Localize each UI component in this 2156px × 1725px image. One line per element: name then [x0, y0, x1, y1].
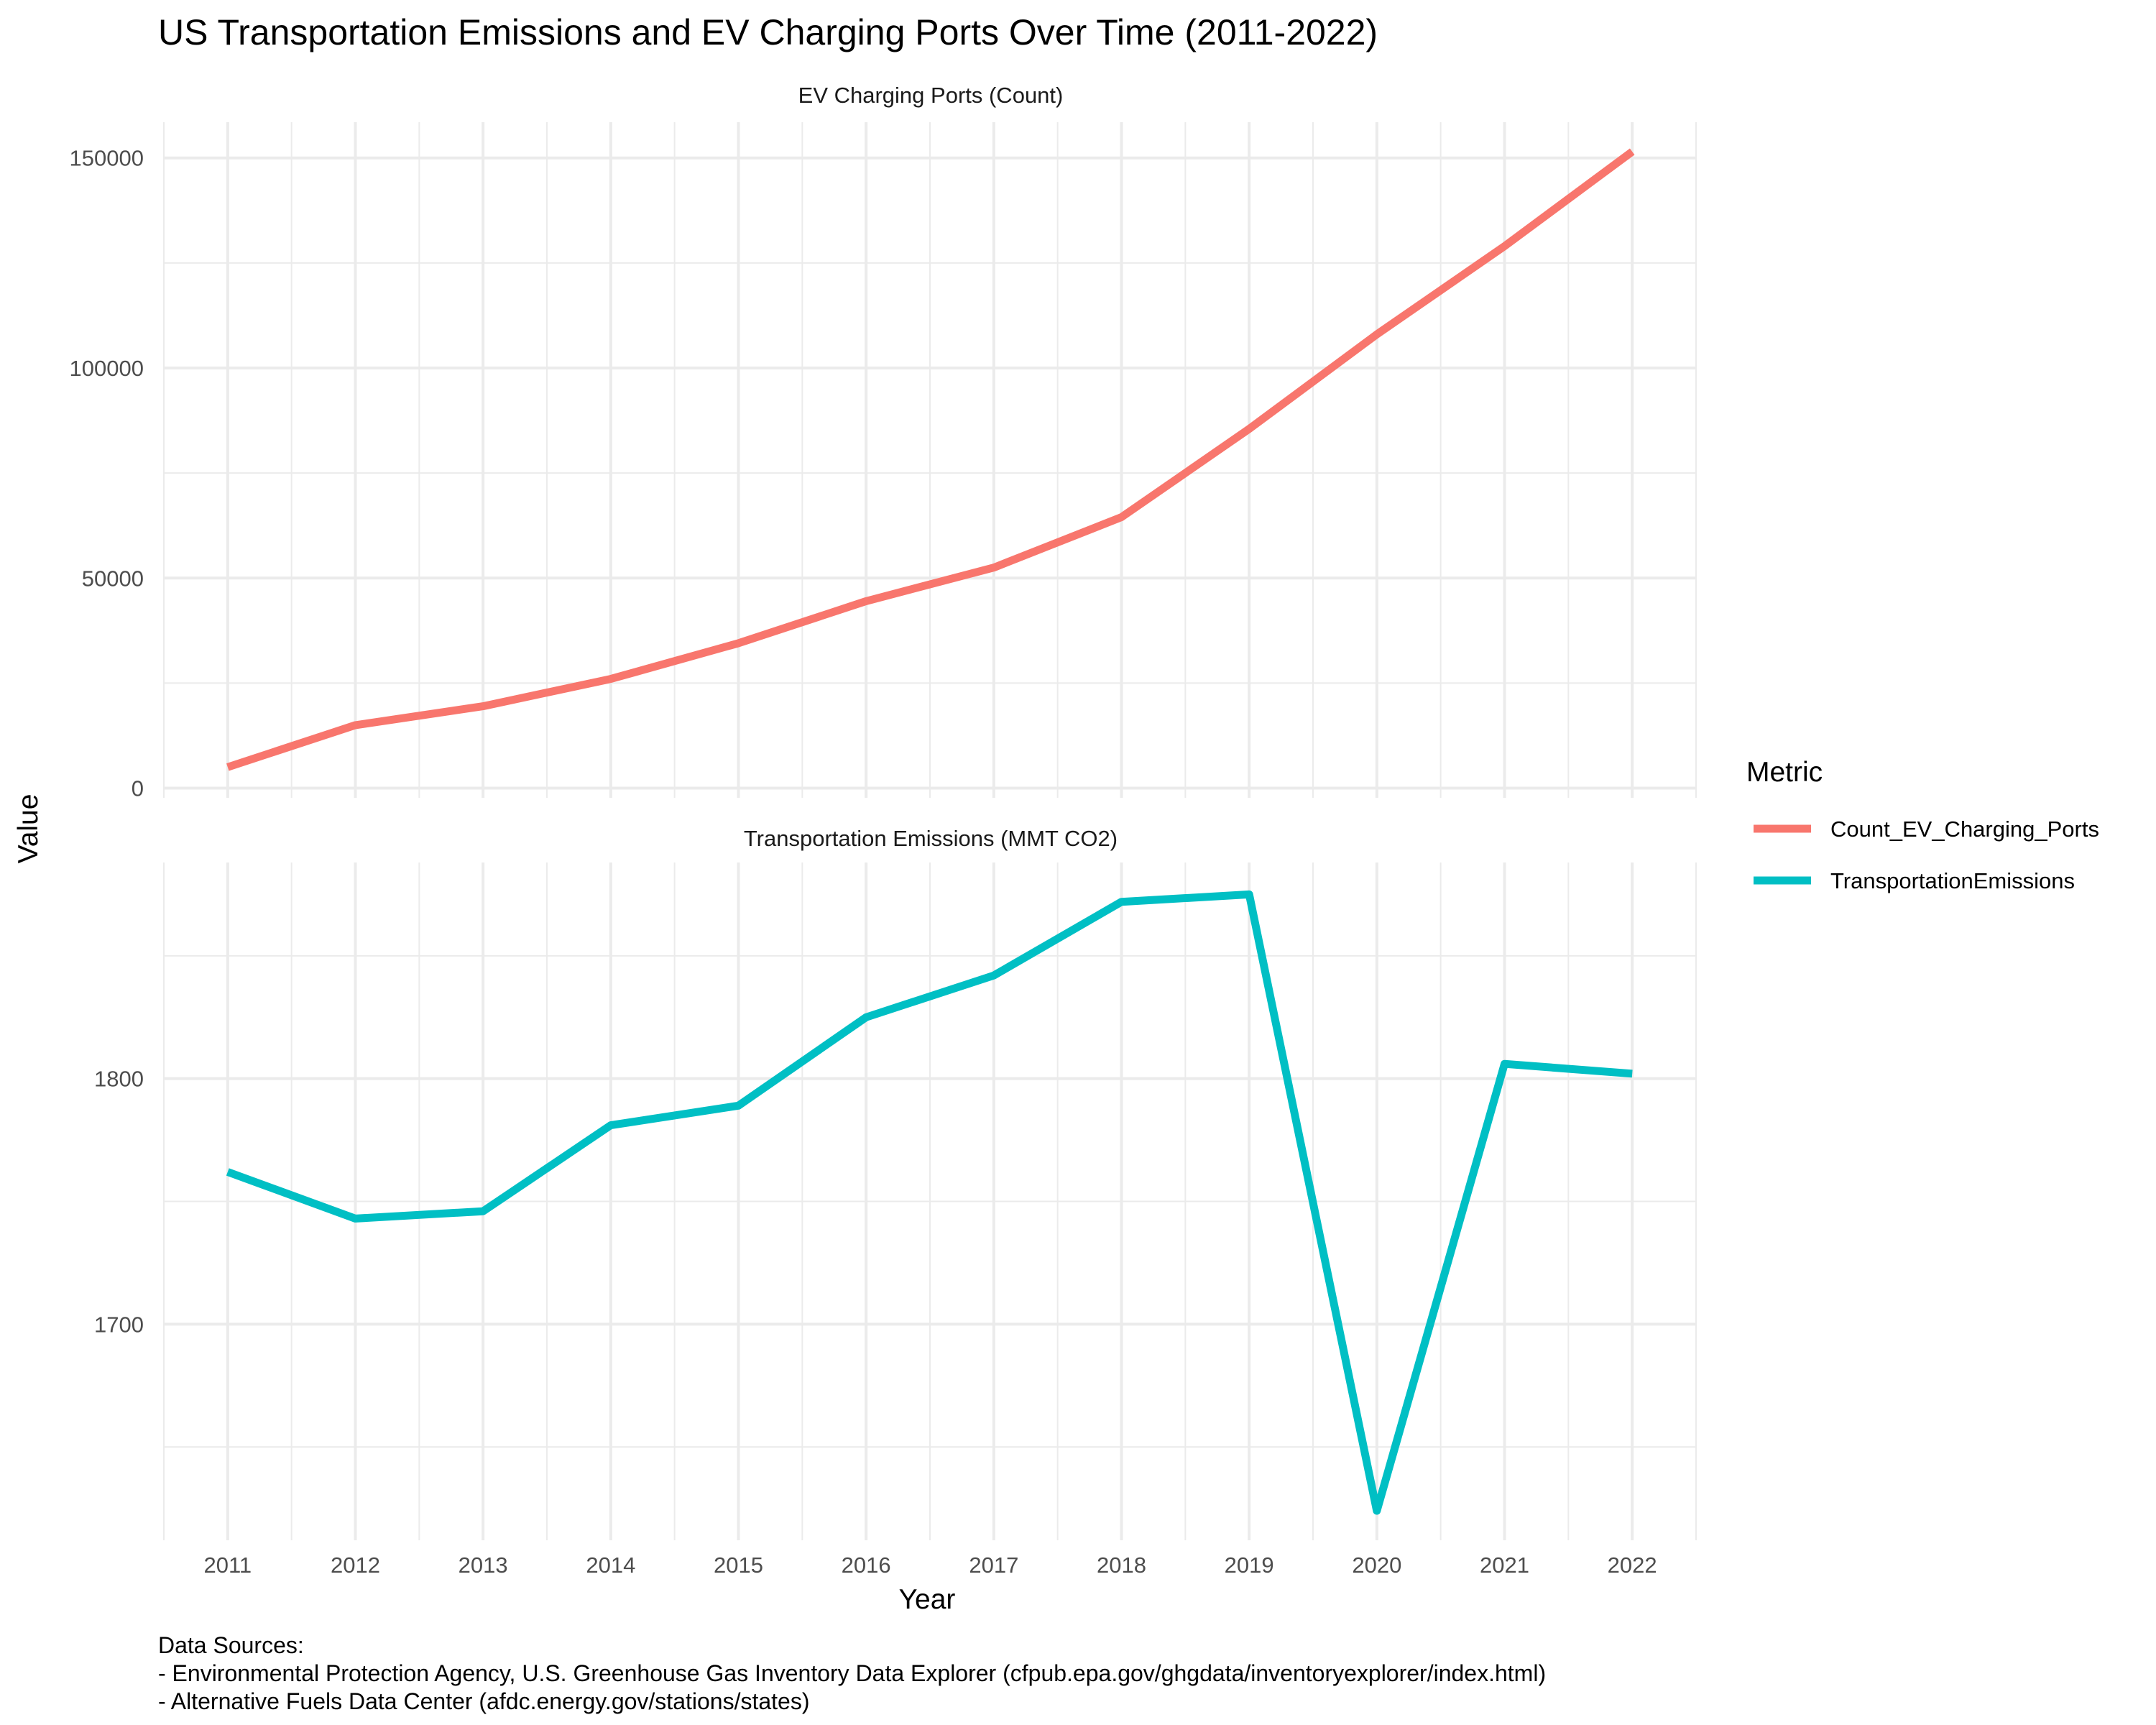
x-tick-label: 2019 — [1225, 1552, 1274, 1578]
series-line-count-ev-charging-ports — [226, 148, 1635, 771]
x-tick-label: 2022 — [1608, 1552, 1657, 1578]
caption-line: - Environmental Protection Agency, U.S. … — [158, 1660, 1546, 1686]
x-axis-title: Year — [899, 1584, 956, 1615]
y-axis-title: Value — [13, 794, 44, 864]
strip-label-ev-charging-ports: EV Charging Ports (Count) — [798, 83, 1064, 108]
x-tick-label: 2011 — [203, 1552, 252, 1578]
legend: Metric Count_EV_Charging_Ports Transporta… — [1746, 757, 2099, 893]
x-tick-label: 2013 — [459, 1552, 508, 1578]
strip-label-transportation-emissions: Transportation Emissions (MMT CO2) — [744, 826, 1118, 851]
y-tick-label: 0 — [132, 776, 144, 801]
x-axis-tick-labels: 2011 2012 2013 2014 2015 2016 2017 2018 2019 2020… — [203, 1552, 1657, 1578]
y-ticks-ev-charging-ports: 0 50000 100000 150000 — [70, 146, 144, 801]
grid-transportation-emissions — [163, 862, 1697, 1540]
y-ticks-transportation-emissions: 1700 1800 — [94, 1067, 144, 1338]
y-tick-label: 50000 — [82, 566, 144, 591]
x-tick-label: 2021 — [1480, 1552, 1529, 1578]
x-tick-label: 2015 — [714, 1552, 763, 1578]
x-tick-label: 2014 — [586, 1552, 635, 1578]
x-tick-label: 2017 — [969, 1552, 1018, 1578]
legend-label: TransportationEmissions — [1830, 868, 2075, 893]
panel-ev-charging-ports: EV Charging Ports (Count) 0 50000 100000 15… — [70, 83, 1697, 801]
caption: Data Sources: - Environmental Protection… — [158, 1632, 1546, 1714]
legend-title: Metric — [1746, 757, 1823, 788]
series-line-transportation-emissions — [226, 890, 1633, 1515]
y-tick-label: 150000 — [70, 146, 144, 171]
y-tick-label: 1800 — [94, 1067, 144, 1092]
y-tick-label: 100000 — [70, 356, 144, 381]
caption-line: - Alternative Fuels Data Center (afdc.en… — [158, 1688, 810, 1714]
y-tick-label: 1700 — [94, 1312, 144, 1337]
legend-label: Count_EV_Charging_Ports — [1830, 816, 2099, 842]
caption-line: Data Sources: — [158, 1632, 304, 1658]
chart-title: US Transportation Emissions and EV Charg… — [158, 12, 1378, 52]
x-tick-label: 2016 — [842, 1552, 891, 1578]
panel-transportation-emissions: Transportation Emissions (MMT CO2) 17001… — [94, 826, 1697, 1540]
grid-ev-charging-ports — [163, 122, 1697, 798]
x-tick-label: 2020 — [1352, 1552, 1401, 1578]
x-tick-label: 2018 — [1097, 1552, 1146, 1578]
x-tick-label: 2012 — [331, 1552, 380, 1578]
